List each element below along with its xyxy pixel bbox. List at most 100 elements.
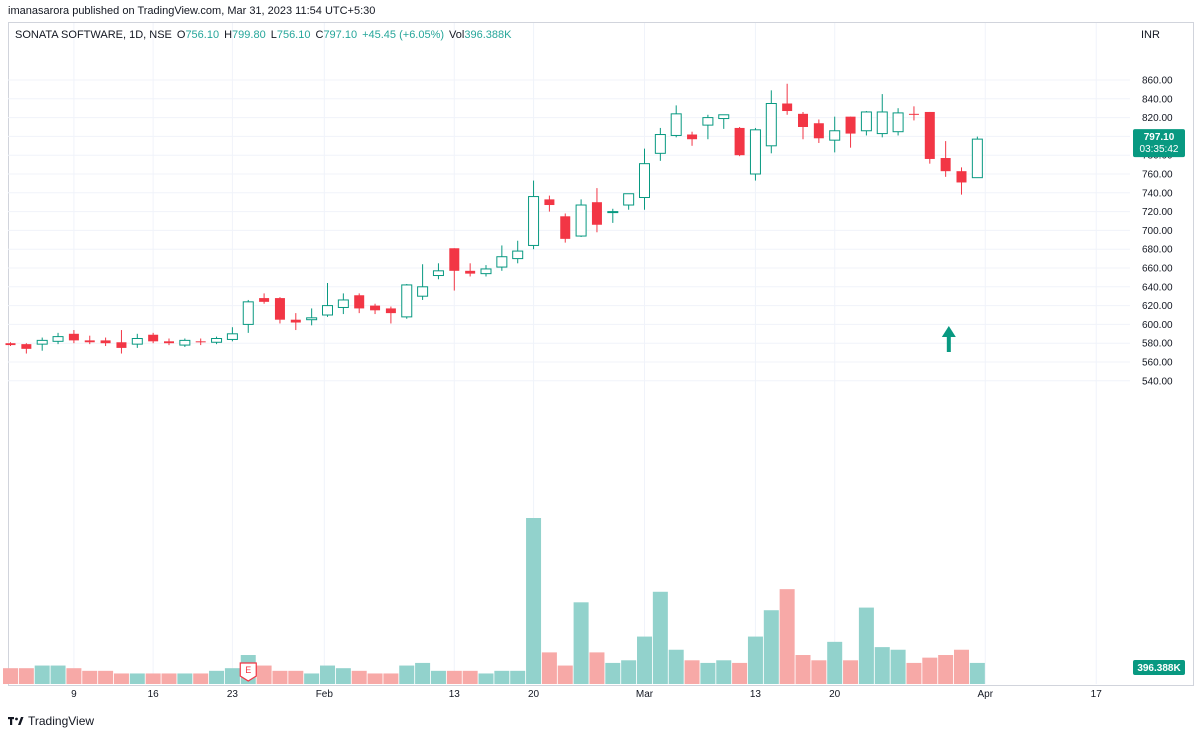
- candle: [259, 293, 270, 304]
- candle-body: [687, 134, 698, 140]
- candle-body: [84, 340, 95, 343]
- candle: [512, 240, 524, 264]
- candle-body: [971, 138, 983, 179]
- candle-body: [211, 338, 223, 343]
- volume-bar: [446, 670, 462, 684]
- y-tick-label: 700.00: [1142, 226, 1173, 237]
- candle-body: [401, 284, 413, 318]
- candle: [68, 330, 79, 344]
- candle: [749, 127, 761, 181]
- close-label: C: [315, 29, 324, 41]
- candle: [5, 342, 16, 347]
- volume-bar: [272, 670, 288, 684]
- candle: [782, 83, 793, 115]
- candle-body: [164, 341, 174, 344]
- candle: [765, 90, 777, 154]
- chart-frame: [8, 22, 1194, 686]
- candle: [718, 114, 730, 129]
- volume-bar: [938, 655, 954, 684]
- low-label: L: [270, 29, 277, 41]
- y-tick-label: 620.00: [1142, 301, 1173, 312]
- time-axis: 9 16 23 Feb 13 20 Mar 13 20 Apr 17: [71, 689, 1102, 700]
- x-tick-label: 13: [449, 689, 461, 700]
- volume-bar: [478, 673, 494, 684]
- candle-body: [908, 113, 919, 115]
- candle-body: [417, 286, 429, 297]
- volume-value: 396.388K: [464, 29, 512, 41]
- volume-bar: [906, 662, 922, 684]
- volume-bar: [557, 665, 573, 684]
- volume-label: Vol: [449, 29, 465, 41]
- candle: [306, 308, 318, 326]
- volume-bar: [494, 670, 510, 684]
- candle-body: [496, 256, 508, 268]
- candle-body: [544, 199, 555, 206]
- y-tick-label: 760.00: [1142, 170, 1173, 181]
- x-tick-label: 9: [71, 689, 77, 700]
- candle-body: [21, 344, 32, 349]
- candle: [116, 330, 127, 354]
- change-value: +45.45 (+6.05%): [362, 29, 445, 41]
- currency-label: INR: [1141, 29, 1160, 41]
- candle-body: [607, 211, 619, 214]
- volume-bar: [526, 518, 542, 684]
- candle-body: [337, 299, 349, 308]
- tradingview-logo-icon: [8, 717, 24, 725]
- candle-body: [829, 130, 841, 141]
- candle-body: [226, 333, 238, 340]
- x-tick-label: 13: [750, 689, 762, 700]
- symbol-legend: SONATA SOFTWARE, 1D, NSE O756.10 H799.80 L7…: [15, 29, 511, 41]
- candle-body: [956, 171, 967, 183]
- candle: [670, 105, 682, 138]
- earnings-shape: [239, 662, 257, 682]
- candle-body: [670, 113, 682, 136]
- candle: [449, 248, 460, 291]
- candle: [417, 264, 429, 300]
- candle-body: [782, 103, 793, 112]
- volume-bar: [922, 657, 938, 684]
- x-tick-label: Mar: [636, 689, 654, 700]
- volume-bar: [161, 673, 177, 684]
- candle: [496, 245, 508, 271]
- candle-body: [242, 301, 254, 325]
- volume-bar: [700, 662, 716, 684]
- candle: [876, 94, 888, 138]
- candle-body: [892, 112, 904, 133]
- candle: [702, 114, 714, 140]
- candle-body: [734, 127, 745, 156]
- x-tick-label: 16: [148, 689, 160, 700]
- volume-bar: [621, 660, 637, 684]
- candle-body: [432, 270, 444, 277]
- candle: [432, 263, 444, 280]
- volume-bar: [367, 673, 383, 684]
- candle: [164, 338, 174, 346]
- candle-body: [575, 204, 587, 237]
- candle: [242, 299, 254, 333]
- candle: [623, 193, 635, 210]
- footer-brand[interactable]: TradingView: [8, 714, 94, 728]
- y-tick-label: 600.00: [1142, 320, 1173, 331]
- y-tick-label: 660.00: [1142, 264, 1173, 275]
- candle-body: [52, 336, 64, 342]
- candle: [465, 263, 476, 277]
- y-tick-label: 680.00: [1142, 245, 1173, 256]
- candle-body: [528, 196, 540, 246]
- candle: [52, 332, 64, 345]
- candle: [274, 297, 285, 324]
- volume-bar: [335, 668, 351, 684]
- candle: [21, 343, 32, 354]
- x-tick-label: 20: [829, 689, 841, 700]
- candle: [480, 265, 492, 277]
- volume-bar: [954, 649, 969, 684]
- volume-bar: [843, 660, 859, 684]
- candle-body: [36, 339, 48, 345]
- symbol-title: SONATA SOFTWARE, 1D, NSE: [15, 29, 172, 41]
- y-tick-label: 640.00: [1142, 282, 1173, 293]
- candle-body: [876, 111, 888, 135]
- candle-body: [798, 113, 808, 127]
- candle: [971, 136, 983, 179]
- volume-bar: [34, 665, 50, 684]
- candle-body: [290, 319, 301, 323]
